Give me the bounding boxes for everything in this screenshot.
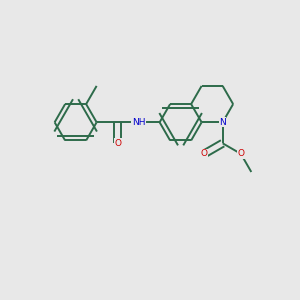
Text: O: O	[237, 149, 244, 158]
Text: N: N	[219, 118, 226, 127]
Text: O: O	[114, 139, 121, 148]
Text: O: O	[201, 149, 208, 158]
Text: NH: NH	[132, 118, 146, 127]
